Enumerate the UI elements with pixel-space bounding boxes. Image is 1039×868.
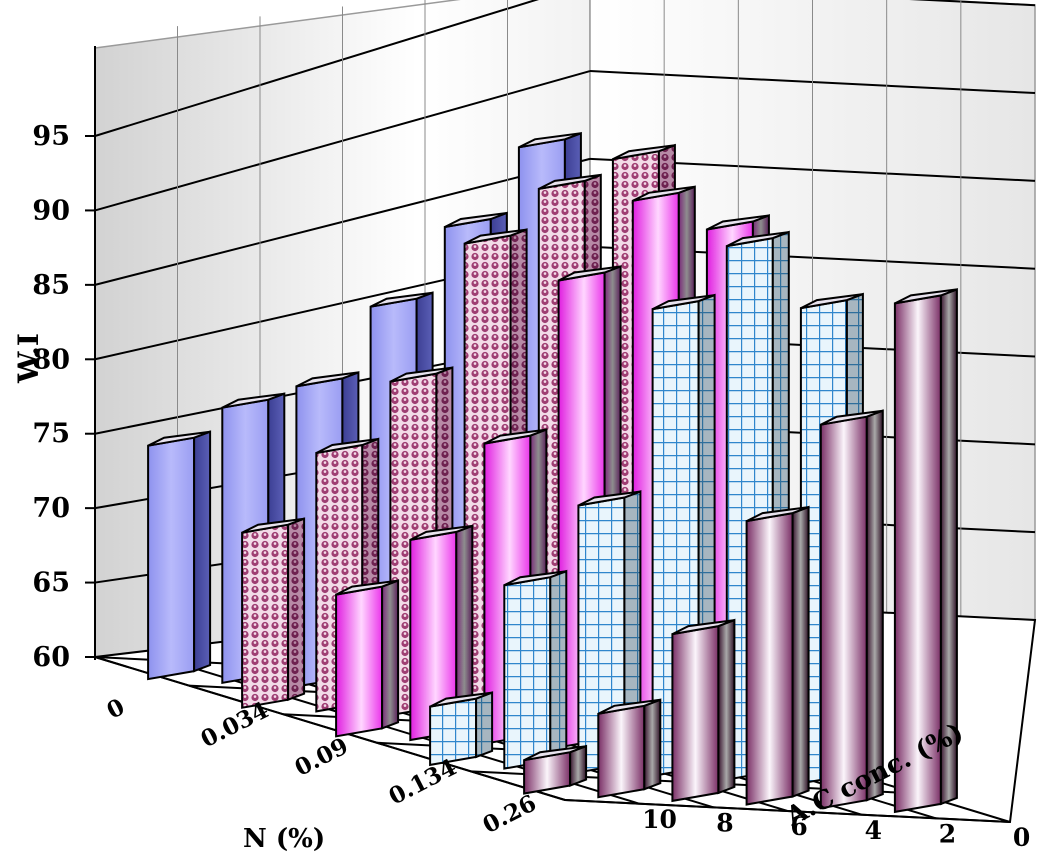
bar-side-face [549,569,568,763]
x-axis-label: N (%) [243,824,325,854]
bar-top-face [632,185,696,202]
bar [577,490,642,774]
y-tick-label: 95 [32,121,70,152]
y-tick-label: 65 [32,568,70,599]
bar-top-face [538,173,602,190]
bar [819,409,884,810]
bar [503,569,568,770]
z-tick-label: 0 [1013,823,1030,852]
y-tick-label: 70 [32,493,70,524]
bar-top-face [335,579,399,596]
bar-top-face [409,524,473,541]
bar-top-face [221,392,285,409]
bar-front-face [429,697,478,767]
bar-top-face [389,366,453,383]
bar-side-face [791,505,810,798]
x-tick-label: 0.09 [290,732,352,781]
bar-top-face [671,619,735,636]
bar [671,618,736,803]
bar-top-face [523,745,587,762]
bar-top-face [800,293,864,310]
bar-side-face [381,579,400,730]
chart-bars [147,131,958,814]
y-tick-label: 80 [32,344,70,375]
bar [409,524,474,742]
y-tick-label: 90 [32,195,70,226]
bar-top-face [483,428,547,445]
bar-side-face [193,430,212,673]
bar-front-face [147,436,196,681]
bar-top-face [518,132,582,149]
bar-side-face [475,691,494,759]
bar-top-face [241,517,305,534]
z-tick-label: 4 [865,816,882,845]
bar-top-face [558,265,621,282]
bar-top-face [444,212,508,228]
bar-top-face [746,506,809,523]
bar-top-face [429,691,493,708]
bar-top-face [597,698,661,715]
z-tick-label: 8 [716,809,733,838]
z-tick-label: 10 [642,805,677,834]
x-tick-label: 0.26 [478,790,540,839]
bar-top-face [726,231,790,248]
bar-side-face [643,698,662,791]
z-tick-label: 6 [790,812,807,841]
bar-top-face [577,490,641,507]
bar [597,698,662,799]
bar [745,505,810,806]
floor-grid-line [564,799,1011,823]
bar-front-face [335,585,384,738]
bar [241,517,306,709]
bar-top-face [295,371,359,388]
y-tick-label: 85 [32,270,70,301]
x-tick-label: 0.034 [196,696,272,753]
bar-front-face [671,624,720,803]
bar-front-face [503,576,552,770]
x-tick-label: 0.134 [384,754,460,811]
bar-top-face [503,570,567,587]
z-tick-label: 2 [939,820,956,849]
y-tick-label: 60 [32,642,70,673]
y-tick-label: 75 [32,419,70,450]
bar-top-face [894,288,958,305]
bar-top-face [370,291,433,308]
bar [893,287,958,814]
bar-top-face [315,438,379,454]
bar-front-face [745,511,794,806]
bar-side-face [717,618,736,795]
bar [523,744,588,795]
bar-top-face [820,409,884,426]
floor-grid-line [94,656,566,801]
bar-top-face [706,214,770,231]
bar-front-face [241,523,290,709]
bar-front-face [597,704,646,799]
bar-top-face [652,294,715,311]
bar-top-face [612,144,676,161]
bar-top-face [464,228,527,245]
bar [335,579,400,738]
bar [429,691,494,767]
bar [147,430,212,681]
bar-side-face [865,409,884,802]
bar-side-face [287,517,306,702]
y-axis-label: W.I [12,333,45,384]
x-tick-label: 0 [102,693,129,724]
bar-top-face [147,430,211,447]
bar-front-face [819,415,868,810]
